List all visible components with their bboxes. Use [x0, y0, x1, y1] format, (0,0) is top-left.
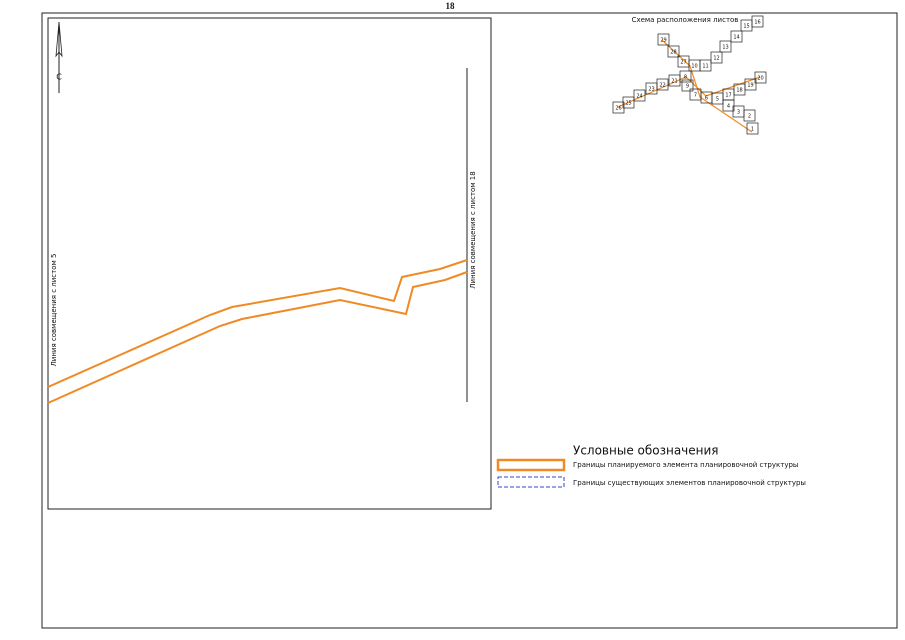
sheet-box [677, 55, 690, 68]
sheet-box [633, 89, 646, 102]
sheet-number: 12 [713, 56, 719, 62]
sheet-number: 29 [660, 38, 666, 44]
sheet-number: 4 [727, 104, 730, 110]
sheet-number: 9 [686, 84, 689, 90]
sheet-number: 11 [702, 64, 708, 70]
sheet-number: 19 [747, 83, 753, 89]
sheet-box [699, 59, 712, 72]
sheet-number: 18 [736, 88, 742, 94]
sheet-box [622, 96, 635, 109]
page-number: 18 [446, 1, 456, 11]
sheet-box [730, 30, 743, 43]
scheme-title: Схема расположения листов [632, 16, 739, 24]
match-line-label: Линия совмещения с листом 18 [469, 171, 477, 288]
map-frame [47, 17, 492, 510]
sheet-number: 8 [684, 75, 687, 81]
legend-item: Границы существующих элементов планирово… [573, 479, 806, 487]
sheet-box [744, 78, 757, 91]
sheet-box [645, 82, 658, 95]
sheet-number: 3 [737, 110, 740, 116]
planned-boundary [47, 271, 468, 404]
sheet-number: 23 [648, 87, 654, 93]
sheet-box [732, 105, 745, 118]
sheet-number: 17 [725, 93, 731, 99]
sheet-number: 20 [757, 76, 763, 82]
sheet-number: 2 [748, 114, 751, 120]
sheet-number: 27 [680, 60, 686, 66]
sheet-number: 14 [733, 35, 739, 41]
north-label: С [56, 73, 62, 82]
match-line-label: Линия совмещения с листом 5 [50, 254, 58, 367]
sheet-box [710, 51, 723, 64]
sheet-box [667, 45, 680, 58]
sheet-number: 22 [659, 83, 665, 89]
sheet-number: 16 [754, 20, 760, 26]
sheet-number: 21 [671, 79, 677, 85]
sheet-box [657, 33, 670, 46]
sheet-number: 6 [705, 96, 708, 102]
scheme-route [661, 39, 753, 133]
outer-frame [41, 12, 898, 629]
sheet-box [719, 40, 732, 53]
sheet-box [751, 15, 764, 28]
sheet-number: 7 [694, 93, 697, 99]
legend-title: Условные обозначения [573, 444, 719, 458]
sheet-number: 15 [743, 24, 749, 30]
legend-swatch [497, 476, 565, 488]
north-arrow: С [55, 21, 63, 93]
scheme-route [617, 76, 761, 108]
legend-item: Границы планируемого элемента планировоч… [573, 461, 798, 469]
sheet-box [681, 79, 694, 92]
sheet-box [668, 74, 681, 87]
sheet-number: 5 [716, 97, 719, 103]
sheet-number: 25 [625, 101, 631, 107]
sheet-number: 1 [751, 127, 754, 133]
sheet-number: 26 [615, 106, 621, 112]
arrow-head [55, 21, 63, 58]
sheet-number: 28 [670, 50, 676, 56]
planned-boundary [47, 259, 468, 388]
legend-swatch [496, 458, 566, 472]
sheet-number: 24 [636, 94, 642, 100]
sheet-number: 10 [691, 64, 697, 70]
sheet-box [754, 71, 767, 84]
legend: Условные обозначения Границы планируемог… [496, 444, 806, 488]
sheet-box [689, 88, 702, 101]
sheet-number: 13 [722, 45, 728, 51]
sheet-box [612, 101, 625, 114]
sheet-box [746, 122, 759, 135]
